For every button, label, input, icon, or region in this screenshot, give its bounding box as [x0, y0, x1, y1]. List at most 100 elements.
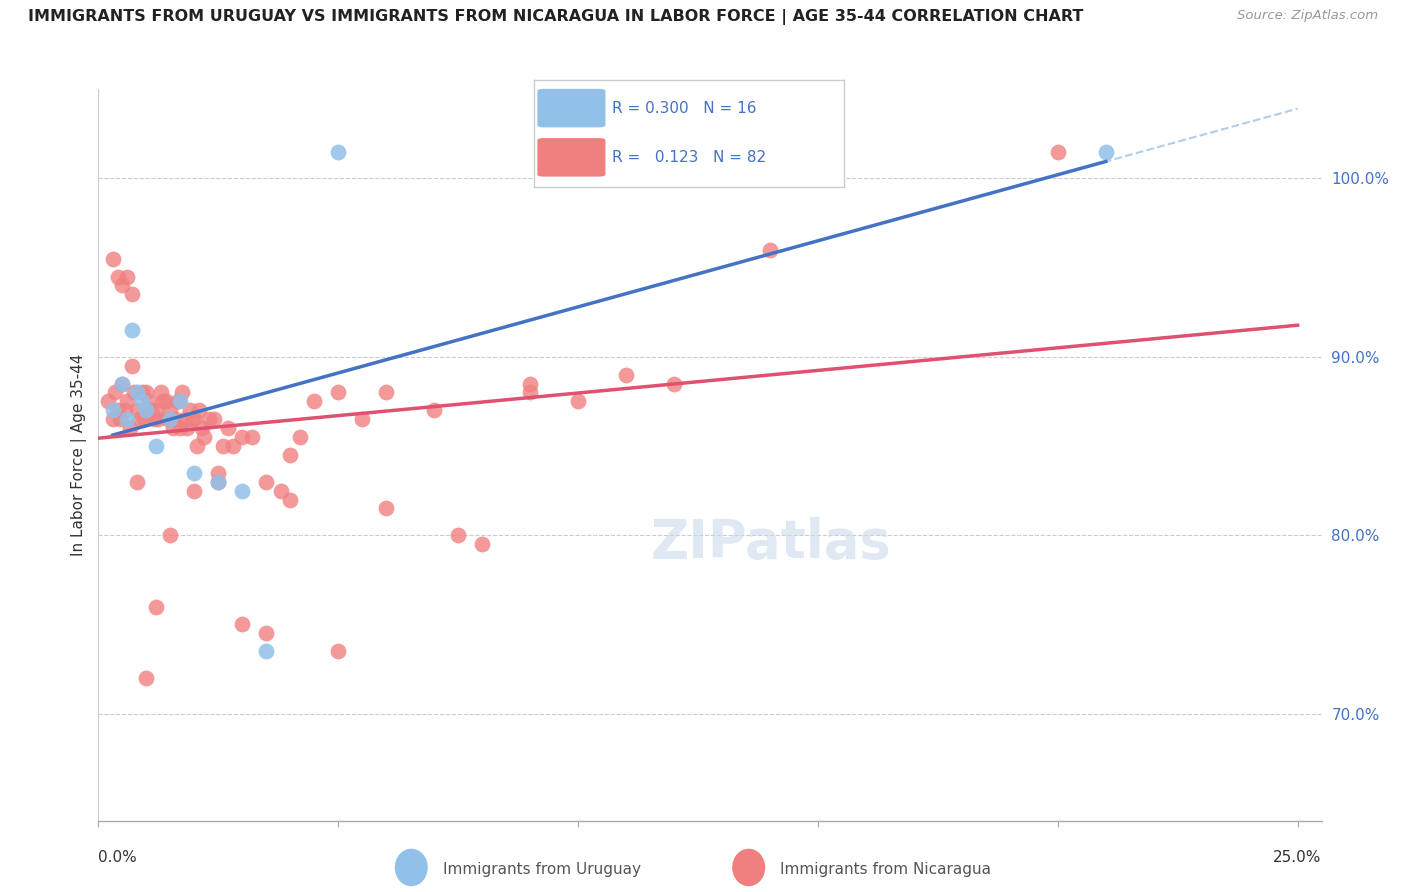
Point	[138, 394, 160, 409]
Text: Immigrants from Uruguay: Immigrants from Uruguay	[443, 863, 641, 877]
Point	[614, 368, 637, 382]
Point	[207, 475, 229, 489]
Point	[145, 403, 167, 417]
Point	[125, 385, 148, 400]
Point	[159, 412, 181, 426]
Point	[128, 412, 150, 426]
FancyBboxPatch shape	[537, 138, 606, 177]
Point	[278, 448, 301, 462]
Point	[152, 394, 174, 409]
Point	[159, 528, 181, 542]
Point	[111, 278, 134, 293]
Point	[231, 617, 253, 632]
Point	[111, 376, 134, 391]
Point	[135, 385, 157, 400]
Text: 0.0%: 0.0%	[98, 850, 138, 865]
Point	[519, 376, 541, 391]
Point	[207, 475, 229, 489]
Point	[145, 439, 167, 453]
Text: IMMIGRANTS FROM URUGUAY VS IMMIGRANTS FROM NICARAGUA IN LABOR FORCE | AGE 35-44 : IMMIGRANTS FROM URUGUAY VS IMMIGRANTS FR…	[28, 9, 1084, 25]
Point	[567, 394, 589, 409]
Point	[162, 421, 184, 435]
Point	[202, 412, 225, 426]
Point	[131, 394, 153, 409]
Circle shape	[733, 849, 765, 886]
Point	[183, 466, 205, 480]
Point	[107, 269, 129, 284]
Point	[212, 439, 235, 453]
Point	[375, 501, 398, 516]
Point	[186, 439, 208, 453]
Point	[166, 394, 188, 409]
Point	[240, 430, 263, 444]
Point	[1094, 145, 1116, 159]
Point	[423, 403, 446, 417]
Point	[188, 403, 211, 417]
Point	[115, 412, 138, 426]
Point	[222, 439, 245, 453]
Point	[124, 385, 146, 400]
Point	[759, 243, 782, 257]
Point	[141, 403, 163, 417]
Point	[254, 644, 277, 658]
Point	[142, 412, 165, 426]
Point	[101, 252, 124, 266]
Point	[101, 412, 124, 426]
Point	[169, 394, 191, 409]
Point	[662, 376, 685, 391]
Point	[193, 430, 215, 444]
Point	[145, 599, 167, 614]
Point	[165, 412, 187, 426]
Point	[169, 421, 191, 435]
Text: ZIPatlas: ZIPatlas	[651, 516, 891, 569]
Point	[101, 403, 124, 417]
Point	[176, 421, 198, 435]
Point	[304, 394, 326, 409]
FancyBboxPatch shape	[537, 89, 606, 128]
Text: Immigrants from Nicaragua: Immigrants from Nicaragua	[780, 863, 991, 877]
Point	[288, 430, 311, 444]
Text: Source: ZipAtlas.com: Source: ZipAtlas.com	[1237, 9, 1378, 22]
Point	[156, 412, 179, 426]
Point	[328, 145, 350, 159]
Point	[121, 287, 143, 301]
Point	[172, 385, 194, 400]
Point	[97, 394, 120, 409]
Point	[207, 466, 229, 480]
Point	[125, 475, 148, 489]
Point	[149, 385, 172, 400]
Circle shape	[395, 849, 427, 886]
Point	[108, 412, 131, 426]
Point	[179, 403, 201, 417]
Point	[328, 644, 350, 658]
Point	[132, 412, 155, 426]
Point	[471, 537, 494, 551]
Point	[1046, 145, 1069, 159]
Point	[148, 412, 170, 426]
Point	[121, 323, 143, 337]
Point	[447, 528, 470, 542]
Text: 25.0%: 25.0%	[1274, 850, 1322, 865]
Point	[254, 475, 277, 489]
Point	[131, 385, 153, 400]
Point	[217, 421, 239, 435]
Point	[155, 394, 177, 409]
Point	[107, 403, 129, 417]
Y-axis label: In Labor Force | Age 35-44: In Labor Force | Age 35-44	[72, 354, 87, 556]
Point	[254, 626, 277, 640]
Point	[352, 412, 374, 426]
Point	[181, 412, 204, 426]
Point	[519, 385, 541, 400]
Point	[159, 403, 181, 417]
Point	[190, 421, 212, 435]
Point	[231, 430, 253, 444]
Point	[111, 376, 134, 391]
Point	[115, 269, 138, 284]
Point	[121, 359, 143, 373]
Point	[115, 394, 138, 409]
Point	[278, 492, 301, 507]
Point	[183, 412, 205, 426]
Point	[135, 671, 157, 685]
Text: R = 0.300   N = 16: R = 0.300 N = 16	[612, 101, 756, 116]
Point	[183, 483, 205, 498]
